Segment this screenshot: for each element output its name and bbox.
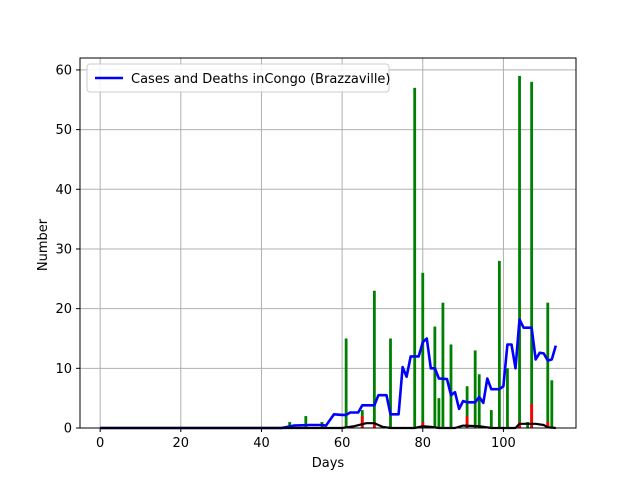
cases-bar <box>413 87 417 428</box>
y-tick-label: 0 <box>64 422 72 437</box>
cases-bar <box>389 338 392 428</box>
legend-box <box>86 63 390 93</box>
cases-bar <box>465 386 469 428</box>
y-tick-label: 40 <box>55 183 72 198</box>
cases-bar <box>372 290 376 428</box>
cases-bar <box>477 374 481 428</box>
cases-bar <box>449 344 453 428</box>
x-tick-label: 100 <box>491 436 516 451</box>
cases-bar <box>441 302 445 428</box>
deaths-bar <box>530 404 534 428</box>
x-tick-label: 40 <box>253 436 270 451</box>
cases-bar <box>530 81 534 428</box>
cases-bar <box>489 410 493 428</box>
cases-bar <box>304 416 308 428</box>
y-axis-label: Number <box>36 218 51 271</box>
x-tick-label: 0 <box>96 436 104 451</box>
deaths-bar <box>465 416 469 428</box>
deaths-bar <box>421 422 425 428</box>
cases-bar <box>526 422 530 428</box>
average-line <box>100 318 558 430</box>
cases-bar <box>550 380 554 428</box>
y-tick-label: 50 <box>55 123 72 138</box>
bars <box>288 75 554 428</box>
ticks: 0 20 40 60 80 100 0 10 20 30 40 50 60 <box>55 63 515 451</box>
cases-bar <box>344 338 348 428</box>
x-axis-label: Days <box>312 456 345 471</box>
cases-bar <box>497 260 501 428</box>
cases-bar <box>473 350 477 428</box>
cases-bar <box>518 75 521 428</box>
cases-bar <box>421 272 425 428</box>
x-tick-label: 80 <box>414 436 431 451</box>
deaths-bar <box>360 416 364 428</box>
cases-bar <box>288 422 292 428</box>
x-tick-label: 60 <box>334 436 351 451</box>
cases-bar <box>437 398 441 428</box>
y-tick-label: 20 <box>55 302 72 317</box>
grid <box>80 58 576 429</box>
deaths-bar <box>546 422 550 428</box>
legend-label: Cases and Deaths inCongo (Brazzaville) <box>131 72 391 87</box>
legend: Cases and Deaths inCongo (Brazzaville) <box>86 63 391 93</box>
x-tick-label: 20 <box>173 436 190 451</box>
y-tick-label: 10 <box>55 362 72 377</box>
deaths-bar <box>372 422 376 428</box>
cases-bar <box>506 368 509 428</box>
y-tick-label: 60 <box>55 63 72 78</box>
cases-bar <box>546 302 550 428</box>
y-tick-label: 30 <box>55 242 72 257</box>
cases-bar <box>433 326 437 428</box>
plot-frame <box>79 57 577 429</box>
